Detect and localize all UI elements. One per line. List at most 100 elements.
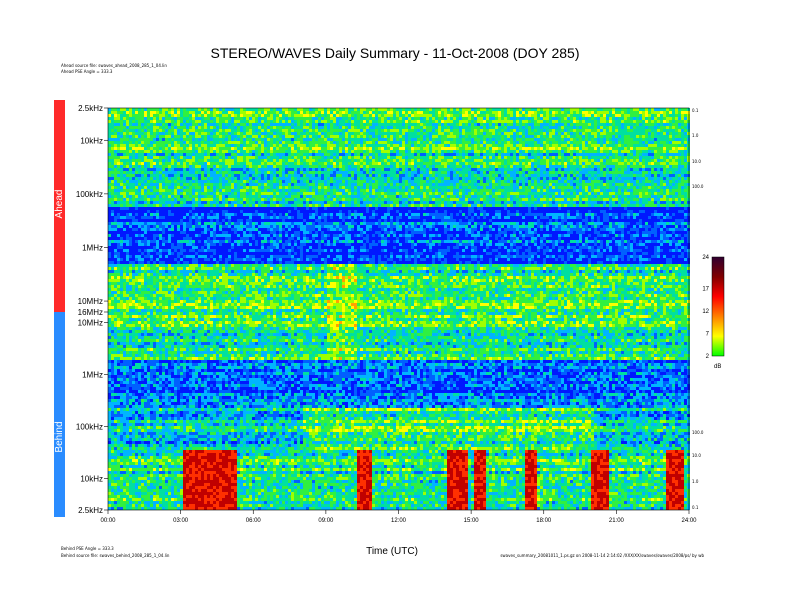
spectrogram-cell bbox=[186, 123, 189, 126]
spectrogram-cell bbox=[552, 117, 555, 120]
spectrogram-cell bbox=[216, 129, 219, 132]
spectrogram-cell bbox=[483, 120, 486, 123]
spectrogram-cell bbox=[129, 132, 132, 135]
spectrogram-cell bbox=[306, 174, 309, 177]
spectrogram-cell bbox=[582, 117, 585, 120]
spectrogram-cell bbox=[246, 180, 249, 183]
spectrogram-cell bbox=[288, 135, 291, 138]
spectrogram-cell bbox=[516, 117, 519, 120]
spectrogram-cell bbox=[120, 111, 123, 114]
spectrogram-cell bbox=[420, 171, 423, 174]
spectrogram-cell bbox=[261, 120, 264, 123]
spectrogram-cell bbox=[525, 129, 528, 132]
spectrogram-cell bbox=[240, 180, 243, 183]
spectrogram-cell bbox=[141, 108, 144, 111]
spectrogram-cell bbox=[519, 180, 522, 183]
spectrogram-cell bbox=[378, 135, 381, 138]
spectrogram-cell bbox=[183, 120, 186, 123]
spectrogram-cell bbox=[183, 147, 186, 150]
spectrogram-cell bbox=[234, 126, 237, 129]
spectrogram-cell bbox=[675, 138, 678, 141]
spectrogram-cell bbox=[270, 147, 273, 150]
spectrogram-cell bbox=[114, 141, 117, 144]
spectrogram-cell bbox=[543, 171, 546, 174]
spectrogram-cell bbox=[480, 120, 483, 123]
spectrogram-cell bbox=[555, 123, 558, 126]
spectrogram-cell bbox=[558, 108, 561, 111]
spectrogram-cell bbox=[399, 114, 402, 117]
spectrogram-cell bbox=[537, 108, 540, 111]
spectrogram-cell bbox=[321, 111, 324, 114]
spectrogram-cell bbox=[213, 171, 216, 174]
spectrogram-cell bbox=[303, 153, 306, 156]
spectrogram-cell bbox=[462, 147, 465, 150]
spectrogram-cell bbox=[516, 171, 519, 174]
spectrogram-cell bbox=[234, 117, 237, 120]
spectrogram-cell bbox=[420, 147, 423, 150]
spectrogram-cell bbox=[444, 117, 447, 120]
spectrogram-cell bbox=[684, 111, 687, 114]
spectrogram-cell bbox=[576, 177, 579, 180]
spectrogram-cell bbox=[432, 162, 435, 165]
spectrogram-cell bbox=[216, 159, 219, 162]
spectrogram-cell bbox=[417, 141, 420, 144]
spectrogram-cell bbox=[444, 183, 447, 186]
spectrogram-cell bbox=[159, 177, 162, 180]
spectrogram-cell bbox=[384, 159, 387, 162]
spectrogram-cell bbox=[147, 129, 150, 132]
spectrogram-cell bbox=[570, 174, 573, 177]
spectrogram-cell bbox=[405, 156, 408, 159]
spectrogram-cell bbox=[456, 183, 459, 186]
spectrogram-cell bbox=[528, 177, 531, 180]
spectrogram-cell bbox=[168, 111, 171, 114]
spectrogram-cell bbox=[234, 120, 237, 123]
spectrogram-cell bbox=[327, 171, 330, 174]
spectrogram-cell bbox=[450, 183, 453, 186]
spectrogram-cell bbox=[675, 120, 678, 123]
spectrogram-cell bbox=[306, 144, 309, 147]
spectrogram-cell bbox=[441, 180, 444, 183]
spectrogram-cell bbox=[384, 129, 387, 132]
spectrogram-cell bbox=[411, 126, 414, 129]
spectrogram-cell bbox=[279, 162, 282, 165]
spectrogram-cell bbox=[282, 126, 285, 129]
spectrogram-cell bbox=[135, 141, 138, 144]
spectrogram-cell bbox=[516, 120, 519, 123]
spectrogram-cell bbox=[504, 120, 507, 123]
spectrogram-cell bbox=[189, 156, 192, 159]
spectrogram-cell bbox=[564, 177, 567, 180]
spectrogram-cell bbox=[426, 141, 429, 144]
spectrogram-cell bbox=[201, 159, 204, 162]
spectrogram-cell bbox=[444, 108, 447, 111]
spectrogram-cell bbox=[555, 180, 558, 183]
spectrogram-cell bbox=[375, 162, 378, 165]
spectrogram-cell bbox=[651, 177, 654, 180]
spectrogram-cell bbox=[306, 165, 309, 168]
spectrogram-cell bbox=[678, 180, 681, 183]
spectrogram-cell bbox=[372, 162, 375, 165]
spectrogram-cell bbox=[489, 141, 492, 144]
spectrogram-cell bbox=[318, 138, 321, 141]
spectrogram-cell bbox=[459, 171, 462, 174]
spectrogram-cell bbox=[249, 120, 252, 123]
spectrogram-cell bbox=[408, 183, 411, 186]
spectrogram-cell bbox=[360, 144, 363, 147]
spectrogram-cell bbox=[612, 138, 615, 141]
spectrogram-cell bbox=[369, 144, 372, 147]
spectrogram-cell bbox=[570, 150, 573, 153]
spectrogram-cell bbox=[456, 111, 459, 114]
spectrogram-cell bbox=[330, 177, 333, 180]
spectrogram-cell bbox=[261, 153, 264, 156]
spectrogram-cell bbox=[624, 123, 627, 126]
spectrogram-cell bbox=[240, 129, 243, 132]
spectrogram-cell bbox=[576, 129, 579, 132]
spectrogram-cell bbox=[630, 165, 633, 168]
spectrogram-cell bbox=[171, 129, 174, 132]
spectrogram-cell bbox=[294, 174, 297, 177]
spectrogram-cell bbox=[111, 114, 114, 117]
spectrogram-cell bbox=[144, 120, 147, 123]
spectrogram-cell bbox=[360, 120, 363, 123]
spectrogram-cell bbox=[345, 138, 348, 141]
spectrogram-cell bbox=[135, 171, 138, 174]
spectrogram-cell bbox=[456, 180, 459, 183]
